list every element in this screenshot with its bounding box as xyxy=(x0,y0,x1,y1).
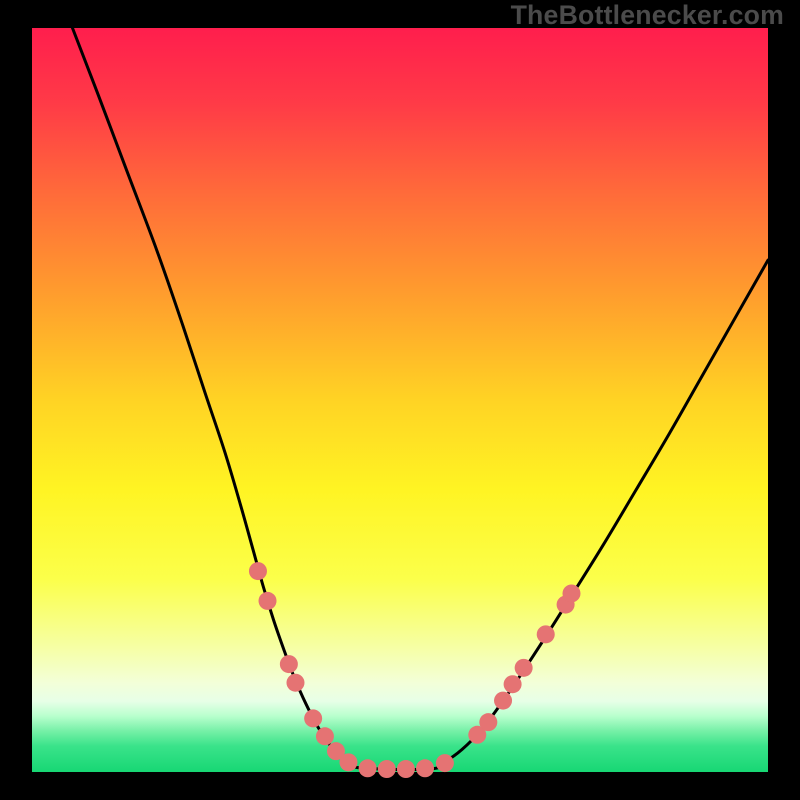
v-curve xyxy=(72,28,768,770)
data-marker xyxy=(304,709,322,727)
data-marker xyxy=(416,759,434,777)
data-marker xyxy=(249,562,267,580)
data-marker xyxy=(359,759,377,777)
data-marker xyxy=(479,713,497,731)
data-marker xyxy=(316,727,334,745)
data-marker xyxy=(397,760,415,778)
data-marker xyxy=(339,753,357,771)
data-marker xyxy=(537,625,555,643)
watermark-text: TheBottlenecker.com xyxy=(511,0,784,31)
data-marker xyxy=(378,760,396,778)
data-marker xyxy=(562,584,580,602)
data-marker xyxy=(494,692,512,710)
data-marker xyxy=(515,659,533,677)
plot-area xyxy=(32,28,768,772)
data-marker xyxy=(286,674,304,692)
data-marker xyxy=(259,592,277,610)
curve-layer xyxy=(32,28,768,772)
data-marker xyxy=(504,675,522,693)
data-marker xyxy=(280,655,298,673)
data-marker xyxy=(436,754,454,772)
